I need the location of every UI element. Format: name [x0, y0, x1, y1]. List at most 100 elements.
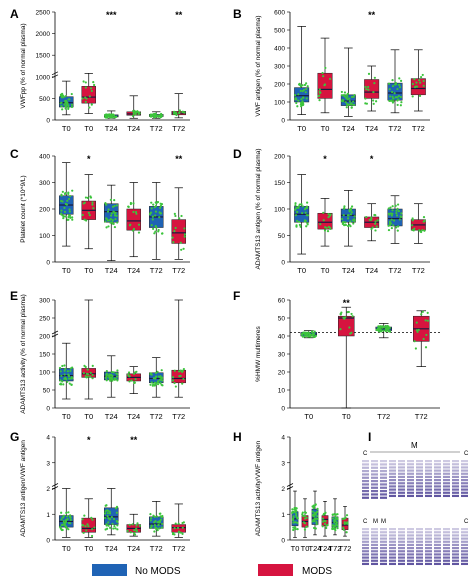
gel-band [425, 488, 432, 491]
gel-band [407, 460, 414, 463]
data-point [161, 522, 164, 526]
data-point [418, 79, 421, 82]
data-point [114, 377, 118, 380]
panel-e-box-1 [81, 299, 96, 400]
legend: No MODS MODS [92, 564, 332, 577]
data-point [319, 223, 322, 226]
data-point [384, 328, 387, 332]
data-point [152, 377, 155, 380]
gel-band [407, 537, 414, 540]
data-point [153, 515, 156, 518]
data-point [352, 100, 355, 103]
gel-band [362, 483, 369, 486]
data-point [62, 217, 65, 220]
data-point [352, 95, 355, 99]
data-point [104, 504, 107, 507]
data-point [106, 512, 109, 515]
panel-a-xtick-label: T72 [172, 124, 185, 133]
data-point [134, 371, 137, 374]
data-point [418, 94, 422, 97]
data-point [297, 83, 301, 86]
data-point [67, 215, 70, 219]
data-point [180, 248, 183, 251]
data-point [311, 510, 314, 513]
gel-band [434, 482, 441, 485]
gel-band [389, 540, 396, 543]
gel-band [425, 494, 432, 498]
data-point [137, 223, 141, 226]
data-point [387, 82, 391, 85]
data-point [58, 366, 62, 370]
data-point [113, 199, 116, 202]
gel-band [407, 547, 414, 550]
data-point [109, 526, 112, 529]
data-point [303, 517, 307, 520]
data-point [172, 241, 175, 244]
data-point [83, 514, 86, 517]
data-point [71, 218, 74, 221]
gel-band [443, 559, 450, 562]
data-point [135, 110, 138, 114]
data-point [105, 226, 108, 229]
data-point [126, 529, 129, 533]
data-point [295, 512, 298, 515]
data-point [397, 209, 400, 213]
gel-band [443, 534, 450, 537]
gel-band [371, 490, 378, 493]
data-point [348, 100, 351, 103]
panel-a-box-1 [81, 72, 96, 114]
data-point [114, 214, 117, 217]
data-point [71, 216, 74, 219]
data-point [65, 203, 69, 206]
data-point [390, 90, 394, 94]
panel-a-xtick-label: T24 [105, 124, 118, 133]
data-point [294, 204, 297, 207]
data-point [66, 515, 69, 518]
gel-label-c-top-right: C [464, 451, 469, 457]
data-point [181, 532, 184, 535]
data-point [420, 75, 423, 79]
panel-c-ytick-label: 100 [39, 233, 50, 240]
data-point [110, 113, 113, 116]
data-point [159, 382, 162, 385]
gel-band [380, 493, 387, 496]
panel-f-ytick-label: 30 [278, 352, 286, 359]
data-point [84, 86, 87, 89]
gel-band [371, 553, 378, 556]
data-point [298, 223, 302, 226]
data-point [318, 94, 321, 97]
data-point [69, 216, 72, 219]
data-point [399, 104, 402, 107]
data-point [127, 205, 130, 209]
gel-label-c-bottom-left: C [363, 519, 368, 525]
panel-f-ytick-label: 10 [278, 388, 286, 395]
panel-a-xtick-label: T0 [84, 124, 93, 133]
panel-letter-i: I [368, 430, 371, 444]
data-point [153, 530, 156, 533]
data-point [294, 214, 298, 217]
data-point [61, 190, 64, 193]
data-point [68, 377, 71, 380]
data-point [61, 380, 64, 383]
data-point [345, 94, 348, 97]
data-point [322, 219, 325, 222]
data-point [181, 382, 184, 385]
data-point [352, 222, 355, 225]
panel-f-ytick-label: 50 [278, 316, 286, 323]
data-point [302, 514, 306, 517]
gel-band [425, 528, 432, 531]
data-point [171, 379, 175, 382]
data-point [64, 519, 68, 522]
gel-band [371, 562, 378, 566]
data-point [85, 219, 88, 222]
gel-band [389, 485, 396, 488]
gel-band [362, 559, 369, 562]
gel-band [407, 528, 414, 531]
data-point [393, 219, 396, 222]
data-point [113, 225, 117, 229]
panel-e-box-4 [149, 357, 164, 398]
data-point [64, 101, 67, 104]
panel-b-letter: B [233, 7, 242, 21]
data-point [64, 105, 67, 108]
data-point [295, 224, 298, 227]
